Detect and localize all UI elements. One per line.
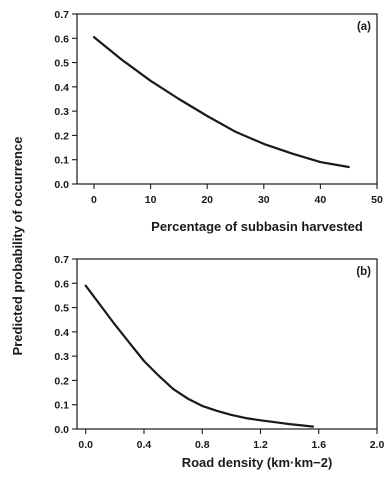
x-tick-label: 50 xyxy=(371,194,383,206)
y-tick-label: 0.6 xyxy=(54,33,69,45)
panel-b: 0.0 0.1 0.2 0.3 0.4 0.5 0.6 0.7 0.0 0.4 0.8 1.2 1.6 2… xyxy=(54,254,384,470)
y-tick-label: 0.3 xyxy=(54,106,69,118)
panel-label: (b) xyxy=(356,266,371,278)
plot-frame xyxy=(76,258,378,430)
y-tick-label: 0.3 xyxy=(54,351,69,363)
y-tick-label: 0.2 xyxy=(54,375,69,387)
x-tick-label: 1.6 xyxy=(311,439,326,451)
panel-label: (a) xyxy=(357,21,371,33)
x-tick-label: 0.4 xyxy=(137,439,152,451)
series-line xyxy=(84,284,314,428)
series-line xyxy=(92,36,350,169)
x-tick-label: 0.0 xyxy=(78,439,93,451)
x-tick-label: 2.0 xyxy=(370,439,385,451)
y-tick-label: 0.4 xyxy=(54,82,69,94)
x-tick-label: 30 xyxy=(258,194,270,206)
y-tick-label: 0.0 xyxy=(54,424,69,436)
x-axis-label: Percentage of subbasin harvested xyxy=(151,219,363,234)
y-tick-label: 0.5 xyxy=(54,303,69,315)
x-tick-label: 20 xyxy=(201,194,213,206)
y-tick-label: 0.4 xyxy=(54,327,69,339)
y-tick-label: 0.5 xyxy=(54,58,69,70)
y-tick-label: 0.7 xyxy=(54,9,69,21)
x-tick-label: 0.8 xyxy=(195,439,210,451)
y-tick-label: 0.1 xyxy=(54,400,69,412)
x-tick-label: 0 xyxy=(91,194,97,206)
y-tick-label: 0.6 xyxy=(54,278,69,290)
x-tick-label: 10 xyxy=(145,194,157,206)
x-axis-label: Road density (km·km−2) xyxy=(182,455,333,470)
panel-a: 0.0 0.1 0.2 0.3 0.4 0.5 0.6 0.7 0 10 20 30 40 50 (a) Pe… xyxy=(54,9,383,234)
y-tick-label: 0.2 xyxy=(54,130,69,142)
y-tick-label: 0.7 xyxy=(54,254,69,266)
y-tick-label: 0.1 xyxy=(54,155,69,167)
shared-y-axis-label: Predicted probability of occurrence xyxy=(10,137,25,356)
y-tick-label: 0.0 xyxy=(54,179,69,191)
x-tick-label: 1.2 xyxy=(253,439,268,451)
x-tick-label: 40 xyxy=(315,194,327,206)
plot-frame xyxy=(76,13,378,185)
